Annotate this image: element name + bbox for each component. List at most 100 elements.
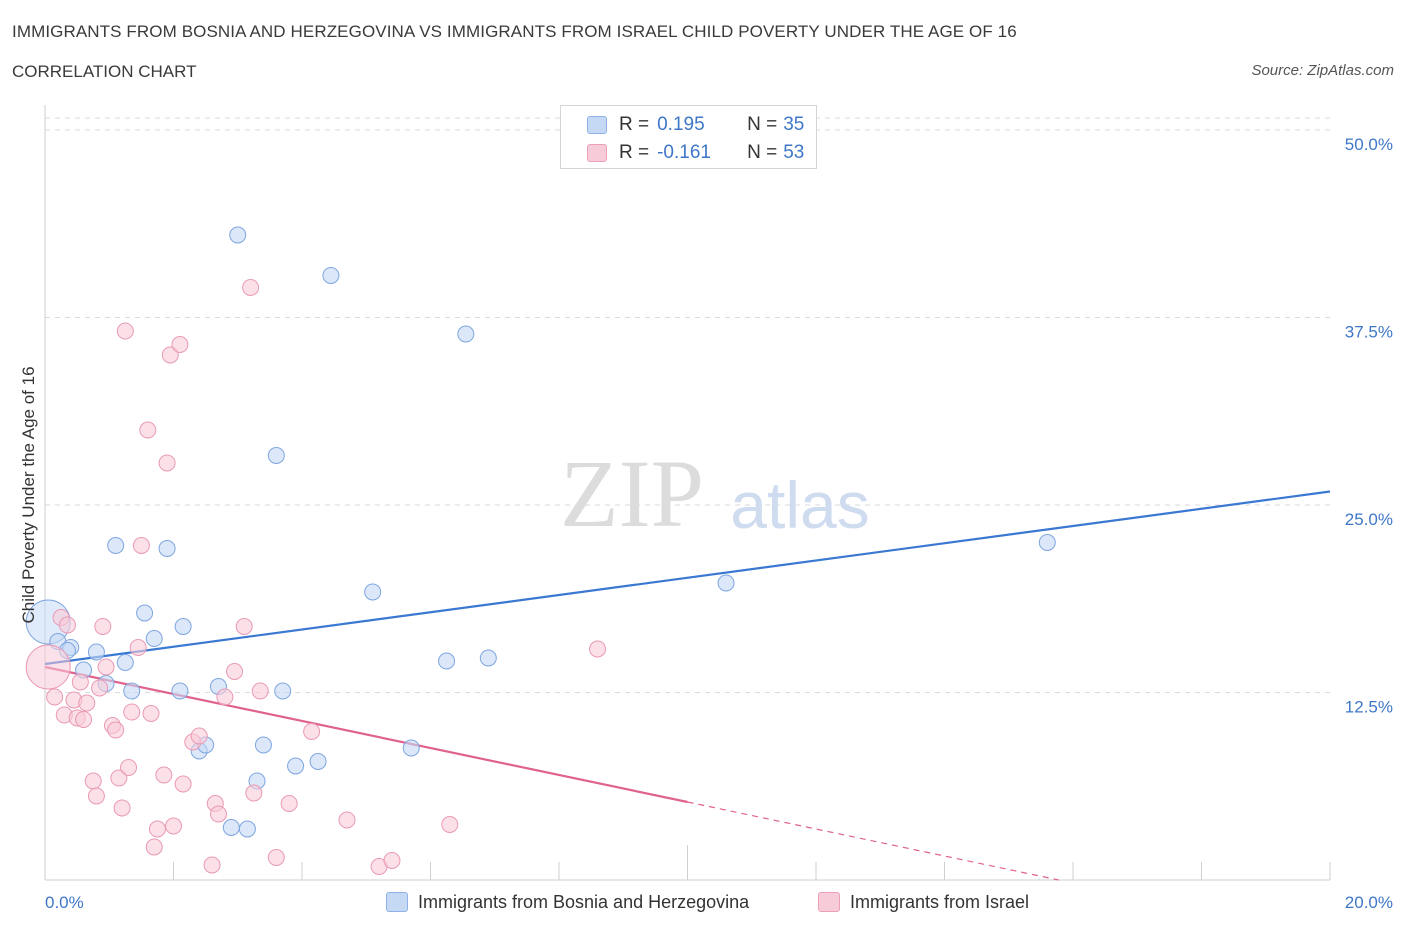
bosnia-point[interactable] <box>479 649 497 667</box>
israel-swatch <box>587 144 607 162</box>
israel-point[interactable] <box>132 537 150 554</box>
israel-point[interactable] <box>226 663 244 680</box>
bosnia-point[interactable] <box>457 325 475 343</box>
israel-point[interactable] <box>171 336 189 353</box>
israel-point[interactable] <box>139 421 157 439</box>
israel-point[interactable] <box>161 346 179 364</box>
y-tick-label: 37.5% <box>1345 323 1393 342</box>
gridlines <box>45 117 1330 693</box>
israel-point[interactable] <box>110 769 128 787</box>
bosnia-point[interactable] <box>322 267 340 284</box>
bosnia-point[interactable] <box>136 604 154 622</box>
bosnia-point[interactable] <box>171 682 189 700</box>
israel-point[interactable] <box>120 759 138 776</box>
israel-point[interactable] <box>267 849 285 866</box>
n-label: N = <box>747 114 778 135</box>
israel-point[interactable] <box>123 703 141 721</box>
bosnia-point[interactable] <box>87 643 105 661</box>
israel-point[interactable] <box>235 618 253 635</box>
israel-r-value: -0.161 <box>657 142 711 163</box>
israel-point[interactable] <box>158 454 176 472</box>
legend-item-bosnia[interactable]: Immigrants from Bosnia and Herzegovina <box>386 888 749 916</box>
legend-item-israel[interactable]: Immigrants from Israel <box>818 888 1029 916</box>
y-axis-label: Child Poverty Under the Age of 16 <box>19 366 38 623</box>
bosnia-point[interactable] <box>123 682 141 700</box>
israel-point[interactable] <box>107 721 125 739</box>
bosnia-swatch <box>587 116 607 134</box>
bosnia-point[interactable] <box>402 739 420 757</box>
bosnia-point[interactable] <box>267 447 285 464</box>
bosnia-point[interactable] <box>287 757 305 775</box>
israel-point[interactable] <box>338 811 356 829</box>
legend-row-israel: R = -0.161 N = 53 <box>587 140 804 166</box>
bosnia-point[interactable] <box>309 753 327 770</box>
israel-point[interactable] <box>148 820 166 838</box>
bosnia-point[interactable] <box>717 574 735 592</box>
bosnia-trend-line <box>44 490 1331 666</box>
stats-legend: R = 0.195 N = 35 R = -0.161 N = 53 <box>560 105 817 169</box>
bosnia-point[interactable] <box>254 736 272 754</box>
israel-point[interactable] <box>71 673 89 691</box>
x-tick-label-start: 0.0% <box>45 893 84 912</box>
israel-point[interactable] <box>113 799 131 817</box>
israel-point[interactable] <box>441 816 459 833</box>
y-tick-label: 25.0% <box>1345 510 1393 529</box>
israel-point[interactable] <box>245 784 263 802</box>
bosnia-point[interactable] <box>274 682 292 700</box>
bosnia-point[interactable] <box>174 618 192 635</box>
bosnia-point[interactable] <box>158 540 176 557</box>
israel-point[interactable] <box>174 775 192 793</box>
israel-point[interactable] <box>75 711 93 728</box>
bosnia-point[interactable] <box>116 654 134 671</box>
israel-point[interactable] <box>94 618 112 635</box>
data-points <box>25 226 1056 875</box>
r-label: R = <box>619 114 650 135</box>
israel-point[interactable] <box>142 705 160 722</box>
israel-point[interactable] <box>91 679 109 697</box>
israel-point[interactable] <box>84 772 102 790</box>
israel-point[interactable] <box>46 688 64 706</box>
bosnia-point[interactable] <box>364 583 382 601</box>
israel-point[interactable] <box>129 639 147 656</box>
bosnia-point[interactable] <box>229 226 247 244</box>
israel-point[interactable] <box>87 787 105 805</box>
israel-point[interactable] <box>242 279 260 296</box>
source-label: Source: ZipAtlas.com <box>1251 62 1394 79</box>
r-label: R = <box>619 142 650 163</box>
israel-point[interactable] <box>203 856 221 874</box>
israel-point[interactable] <box>209 805 227 823</box>
bosnia-point[interactable] <box>238 820 256 838</box>
israel-point[interactable] <box>116 322 134 340</box>
bosnia-point[interactable] <box>222 819 240 836</box>
y-tick-label: 50.0% <box>1345 135 1393 154</box>
israel-point[interactable] <box>165 817 182 835</box>
israel-point[interactable] <box>78 694 96 712</box>
israel-point[interactable] <box>25 644 71 690</box>
israel-point[interactable] <box>190 727 208 745</box>
israel-point[interactable] <box>155 766 173 784</box>
israel-legend-swatch <box>818 892 840 912</box>
y-tick-label: 12.5% <box>1345 698 1393 717</box>
israel-point[interactable] <box>280 795 298 812</box>
trend-lines <box>44 490 1331 881</box>
bosnia-r-value: 0.195 <box>657 114 705 135</box>
bosnia-point[interactable] <box>145 630 163 647</box>
israel-point[interactable] <box>216 688 234 706</box>
bosnia-legend-label: Immigrants from Bosnia and Herzegovina <box>418 891 750 912</box>
israel-point[interactable] <box>303 723 321 740</box>
bosnia-n-value: 35 <box>783 114 805 135</box>
israel-point[interactable] <box>145 838 163 856</box>
israel-point[interactable] <box>589 640 607 658</box>
israel-point[interactable] <box>58 616 76 634</box>
chart-subtitle: CORRELATION CHART <box>12 62 197 81</box>
israel-trend-line <box>44 665 688 804</box>
israel-n-value: 53 <box>783 142 805 163</box>
axes <box>44 105 1331 881</box>
israel-point[interactable] <box>251 682 269 700</box>
bosnia-point[interactable] <box>107 537 125 554</box>
bosnia-point[interactable] <box>1038 534 1056 551</box>
israel-point[interactable] <box>97 658 115 676</box>
bosnia-point[interactable] <box>438 652 456 670</box>
israel-point[interactable] <box>383 852 401 869</box>
